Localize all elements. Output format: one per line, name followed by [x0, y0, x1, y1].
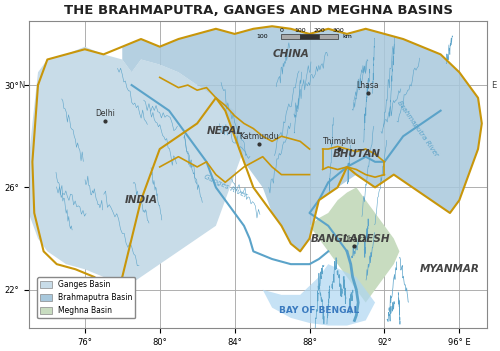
Polygon shape	[122, 26, 482, 251]
Text: BAY OF BENGAL: BAY OF BENGAL	[279, 306, 359, 315]
Text: NEPAL: NEPAL	[207, 126, 244, 136]
Text: Lhasa: Lhasa	[356, 81, 379, 90]
Text: CHINA: CHINA	[272, 49, 309, 59]
Text: Delhi: Delhi	[96, 109, 116, 118]
Text: 0: 0	[280, 28, 283, 33]
Text: Thimphu: Thimphu	[322, 138, 356, 146]
Text: BANGLADESH: BANGLADESH	[311, 233, 390, 244]
Text: Dhaka: Dhaka	[342, 235, 367, 244]
Bar	[300, 34, 320, 39]
Legend: Ganges Basin, Brahmaputra Basin, Meghna Basin: Ganges Basin, Brahmaputra Basin, Meghna …	[37, 277, 135, 318]
Text: 200: 200	[314, 28, 325, 33]
Polygon shape	[310, 187, 400, 303]
Text: Katmundu: Katmundu	[239, 132, 279, 141]
Text: MYANMAR: MYANMAR	[420, 264, 480, 274]
Text: N: N	[18, 81, 25, 90]
Bar	[282, 34, 300, 39]
Polygon shape	[28, 47, 244, 290]
Text: Ganges River: Ganges River	[202, 173, 248, 199]
Text: BHUTAN: BHUTAN	[332, 149, 380, 159]
Text: km: km	[342, 34, 352, 39]
Title: THE BRAHMAPUTRA, GANGES AND MEGHNA BASINS: THE BRAHMAPUTRA, GANGES AND MEGHNA BASIN…	[64, 4, 452, 17]
Text: E: E	[491, 81, 496, 90]
Bar	[320, 34, 338, 39]
Text: INDIA: INDIA	[124, 195, 158, 205]
Text: 100: 100	[294, 28, 306, 33]
Text: 300: 300	[332, 28, 344, 33]
Text: 100: 100	[256, 34, 268, 39]
Text: Brahmaputra River: Brahmaputra River	[396, 100, 440, 158]
Polygon shape	[262, 264, 375, 326]
